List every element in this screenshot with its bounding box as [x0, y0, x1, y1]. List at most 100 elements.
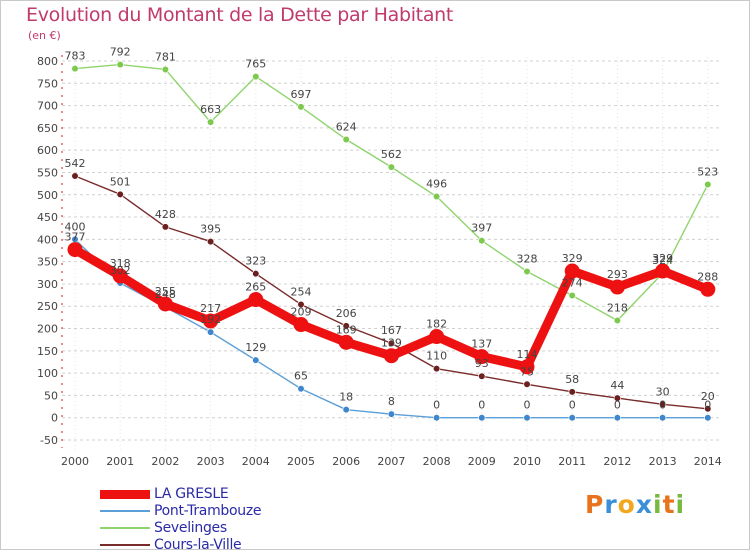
data-point-sevelinges — [613, 316, 622, 325]
data-point-la-gresle — [609, 279, 625, 295]
data-label-sevelinges: 328 — [517, 252, 538, 265]
data-label-pont-trambouze: 65 — [294, 370, 308, 383]
data-point-pont-trambouze — [478, 414, 486, 422]
logo-letter: t — [662, 490, 676, 519]
x-tick-label: 2012 — [603, 455, 631, 468]
data-point-cours-la-ville — [71, 172, 79, 180]
data-label-sevelinges: 624 — [336, 120, 357, 133]
data-point-sevelinges — [161, 65, 169, 74]
data-label-cours-la-ville: 44 — [610, 379, 624, 392]
data-label-la-gresle: 329 — [562, 252, 583, 265]
data-label-pont-trambouze: 18 — [339, 391, 353, 404]
data-label-pont-trambouze: 0 — [659, 399, 666, 412]
data-label-cours-la-ville: 20 — [701, 390, 715, 403]
data-label-pont-trambouze: 0 — [524, 399, 531, 412]
data-point-sevelinges — [116, 60, 124, 69]
data-point-cours-la-ville — [478, 372, 486, 380]
logo-letter: P — [585, 490, 605, 519]
data-label-pont-trambouze: 400 — [65, 220, 86, 233]
x-tick-label: 2009 — [468, 455, 496, 468]
data-point-cours-la-ville — [387, 339, 396, 347]
data-point-la-gresle — [67, 242, 83, 258]
data-point-cours-la-ville — [568, 388, 576, 396]
y-tick-label: 300 — [37, 278, 58, 291]
data-point-cours-la-ville — [704, 405, 712, 413]
data-point-pont-trambouze — [613, 414, 622, 422]
data-point-sevelinges — [387, 163, 396, 171]
data-label-cours-la-ville: 501 — [110, 175, 131, 188]
data-label-la-gresle: 217 — [200, 302, 221, 315]
data-point-pont-trambouze — [523, 414, 531, 422]
data-point-sevelinges — [478, 237, 486, 245]
data-label-pont-trambouze: 129 — [245, 341, 266, 354]
data-point-la-gresle — [248, 292, 264, 308]
proxiti-logo: Proxiti — [585, 490, 685, 519]
x-tick-label: 2004 — [242, 455, 270, 468]
data-point-cours-la-ville — [297, 300, 305, 309]
data-label-cours-la-ville: 58 — [565, 373, 579, 386]
legend-label: Cours-la-Ville — [154, 537, 242, 553]
y-tick-label: 450 — [37, 211, 58, 224]
data-point-cours-la-ville — [433, 365, 441, 373]
data-point-la-gresle — [700, 281, 716, 297]
y-tick-label: 700 — [37, 100, 58, 113]
data-point-cours-la-ville — [613, 394, 622, 402]
data-point-la-gresle — [293, 317, 309, 333]
data-label-sevelinges: 792 — [110, 46, 131, 59]
data-point-pont-trambouze — [297, 385, 305, 393]
x-tick-label: 2013 — [649, 455, 677, 468]
data-point-cours-la-ville — [523, 380, 531, 388]
data-point-pont-trambouze — [433, 414, 441, 422]
legend-swatch — [100, 544, 150, 546]
chart-title: Evolution du Montant de la Dette par Hab… — [26, 4, 454, 26]
data-label-sevelinges: 523 — [697, 166, 718, 179]
data-label-cours-la-ville: 167 — [381, 324, 402, 337]
data-label-pont-trambouze: 0 — [704, 399, 711, 412]
logo-letter: x — [635, 490, 653, 519]
data-label-la-gresle: 209 — [291, 306, 312, 319]
x-tick-label: 2002 — [151, 455, 179, 468]
data-label-la-gresle: 265 — [245, 281, 266, 294]
data-label-sevelinges: 765 — [245, 58, 266, 71]
data-label-cours-la-ville: 254 — [291, 285, 312, 298]
data-label-sevelinges: 274 — [562, 277, 583, 290]
data-point-la-gresle — [655, 263, 671, 279]
data-label-sevelinges: 324 — [652, 254, 673, 267]
legend-label: Pont-Trambouze — [154, 503, 262, 519]
data-point-la-gresle — [338, 334, 354, 350]
x-tick-label: 2014 — [694, 455, 722, 468]
data-point-la-gresle — [429, 329, 445, 345]
data-label-cours-la-ville: 395 — [200, 223, 221, 236]
legend-swatch — [100, 490, 150, 499]
data-label-la-gresle: 169 — [336, 323, 357, 336]
data-point-cours-la-ville — [161, 223, 169, 231]
data-point-la-gresle — [203, 313, 219, 329]
data-point-sevelinges — [704, 180, 712, 189]
data-label-la-gresle: 293 — [607, 268, 628, 281]
logo-letter: r — [604, 490, 618, 519]
data-label-la-gresle: 288 — [697, 270, 718, 283]
data-point-sevelinges — [523, 267, 531, 276]
y-axis-unit: (en €) — [28, 29, 61, 42]
data-label-sevelinges: 397 — [471, 222, 492, 235]
data-point-pont-trambouze — [704, 414, 712, 422]
data-label-la-gresle: 255 — [155, 285, 176, 298]
data-point-pont-trambouze — [387, 410, 396, 418]
data-label-la-gresle: 182 — [426, 318, 447, 331]
data-point-sevelinges — [207, 118, 215, 126]
data-label-sevelinges: 783 — [65, 50, 86, 63]
y-tick-label: 600 — [37, 144, 58, 157]
data-point-sevelinges — [252, 73, 260, 81]
data-label-cours-la-ville: 110 — [426, 350, 447, 363]
data-label-cours-la-ville: 542 — [65, 157, 86, 170]
data-label-pont-trambouze: 0 — [614, 399, 621, 412]
data-point-sevelinges — [342, 135, 350, 144]
data-label-sevelinges: 562 — [381, 148, 402, 161]
data-label-pont-trambouze: 8 — [388, 395, 395, 408]
data-point-cours-la-ville — [207, 237, 215, 246]
data-label-sevelinges: 218 — [607, 302, 628, 315]
data-label-la-gresle: 377 — [65, 231, 86, 244]
data-label-cours-la-ville: 206 — [336, 307, 357, 320]
data-point-pont-trambouze — [207, 328, 215, 336]
data-point-la-gresle — [519, 359, 535, 375]
